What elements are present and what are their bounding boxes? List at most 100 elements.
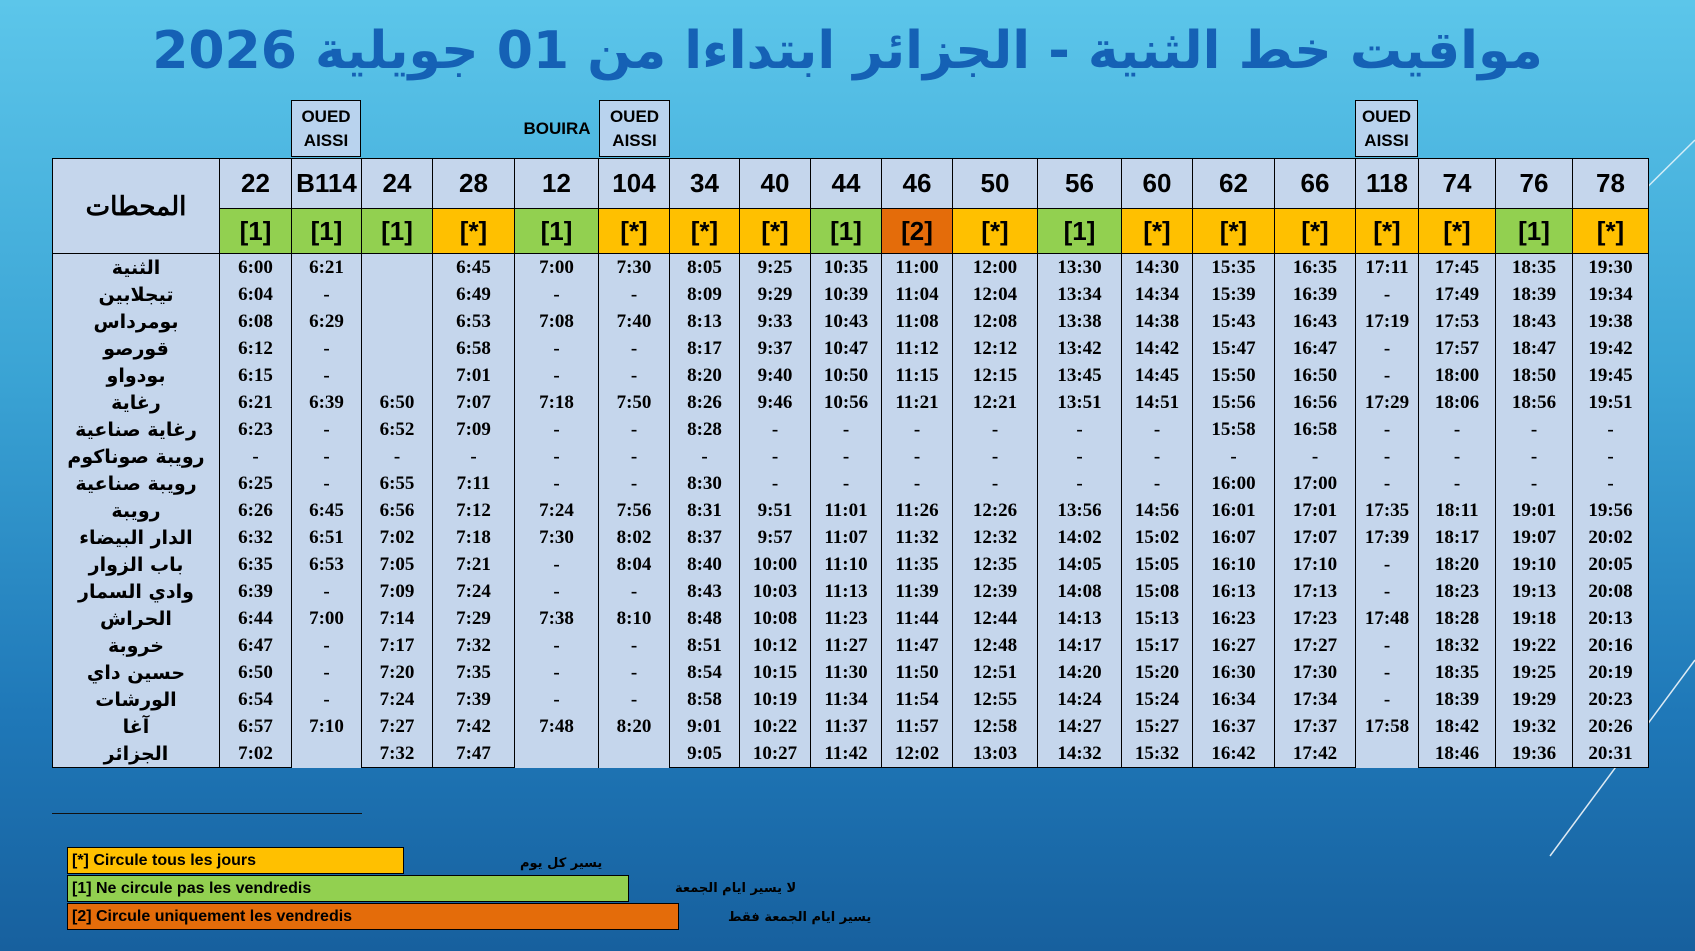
time-cell: - <box>598 281 670 308</box>
time-cell: 10:56 <box>810 389 882 416</box>
time-cell: - <box>1355 686 1419 713</box>
time-cell: 11:00 <box>881 253 953 281</box>
time-cell: 9:33 <box>739 308 811 335</box>
time-cell: 8:30 <box>669 470 740 497</box>
time-cell: 16:13 <box>1192 578 1275 605</box>
empty-cell <box>598 740 670 768</box>
service-code-badge: [*] <box>1418 208 1496 254</box>
time-cell: 15:13 <box>1121 605 1193 632</box>
station-row: قورصو 6:12-6:58- -8:17 9:37 10:47 11:12 12:12 1… <box>52 335 1649 362</box>
time-cell: 7:30 <box>598 253 670 281</box>
time-cell: 11:44 <box>881 605 953 632</box>
train-number: 46 <box>881 158 953 209</box>
train-number: 56 <box>1037 158 1122 209</box>
time-cell: 16:37 <box>1192 713 1275 740</box>
time-cell: 11:01 <box>810 497 882 524</box>
time-cell: 17:58 <box>1355 713 1419 740</box>
service-code-badge: [*] <box>1121 208 1193 254</box>
time-cell: 19:13 <box>1495 578 1573 605</box>
time-cell: - <box>432 443 515 470</box>
time-cell: 15:02 <box>1121 524 1193 551</box>
time-cell: 14:17 <box>1037 632 1122 659</box>
empty-cell <box>514 740 599 768</box>
legend-friday-only: [2] Circule uniquement les vendredis <box>67 903 679 930</box>
time-cell: 7:24 <box>514 497 599 524</box>
time-cell: - <box>739 416 811 443</box>
time-cell: 19:36 <box>1495 740 1573 768</box>
time-cell: - <box>1495 470 1573 497</box>
time-cell: 18:39 <box>1418 686 1496 713</box>
time-cell: 14:24 <box>1037 686 1122 713</box>
time-cell: - <box>952 443 1038 470</box>
time-cell: 17:37 <box>1274 713 1356 740</box>
time-cell: 7:11 <box>432 470 515 497</box>
time-cell: 15:58 <box>1192 416 1275 443</box>
time-cell: 11:07 <box>810 524 882 551</box>
station-row: بومرداس 6:08 6:29 6:53 7:08 7:40 8:13 9:33 10:43… <box>52 308 1649 335</box>
time-cell: - <box>1121 470 1193 497</box>
time-cell: - <box>1121 443 1193 470</box>
time-cell: - <box>514 362 599 389</box>
time-cell: 20:13 <box>1572 605 1649 632</box>
time-cell: 17:34 <box>1274 686 1356 713</box>
station-name: آغا <box>52 713 220 740</box>
station-name: وادي السمار <box>52 578 220 605</box>
time-cell: 19:25 <box>1495 659 1573 686</box>
time-cell: 6:51 <box>291 524 362 551</box>
time-cell: 9:51 <box>739 497 811 524</box>
service-code-badge: [1] <box>810 208 882 254</box>
time-cell: 14:05 <box>1037 551 1122 578</box>
time-cell: 8:10 <box>598 605 670 632</box>
legend-text: [*] Circule tous les jours <box>72 852 257 869</box>
time-cell: 6:26 <box>219 497 292 524</box>
time-cell: 7:35 <box>432 659 515 686</box>
empty-cell <box>1355 740 1419 768</box>
time-cell: 18:06 <box>1418 389 1496 416</box>
time-cell: 20:23 <box>1572 686 1649 713</box>
service-code-badge: [*] <box>432 208 515 254</box>
station-name: رغاية <box>52 389 220 416</box>
station-row: رويبة 6:26 6:45 6:56 7:12 7:24 7:56 8:31 9:51 11:… <box>52 497 1649 524</box>
time-cell: 6:50 <box>219 659 292 686</box>
time-cell: 17:45 <box>1418 253 1496 281</box>
time-cell: 14:56 <box>1121 497 1193 524</box>
time-cell: 13:56 <box>1037 497 1122 524</box>
station-name: رغاية صناعية <box>52 416 220 443</box>
time-cell: 8:20 <box>598 713 670 740</box>
station-row: باب الزوار 6:35 6:53 7:05 7:21-8:04 8:40 10:00… <box>52 551 1649 578</box>
time-cell: 6:55 <box>361 470 433 497</box>
page-title: مواقيت خط الثنية - الجزائر ابتداءا من 01… <box>152 21 1543 81</box>
time-cell: 7:17 <box>361 632 433 659</box>
time-cell: 17:42 <box>1274 740 1356 768</box>
train-number: 78 <box>1572 158 1649 209</box>
time-cell: 7:38 <box>514 605 599 632</box>
time-cell: 6:47 <box>219 632 292 659</box>
time-cell: 13:45 <box>1037 362 1122 389</box>
train-number: B114 <box>291 158 362 209</box>
time-cell: 7:12 <box>432 497 515 524</box>
time-cell: 6:56 <box>361 497 433 524</box>
legend-friday-only-arabic: يسير ايام الجمعة فقط <box>728 910 872 925</box>
time-cell: 11:34 <box>810 686 882 713</box>
time-cell: 17:29 <box>1355 389 1419 416</box>
time-cell: - <box>1355 551 1419 578</box>
time-cell: 10:03 <box>739 578 811 605</box>
time-cell: 18:32 <box>1418 632 1496 659</box>
time-cell: 6:23 <box>219 416 292 443</box>
train-number: 76 <box>1495 158 1573 209</box>
time-cell: 8:43 <box>669 578 740 605</box>
legend-daily-arabic: يسير كل يوم <box>520 856 603 871</box>
station-name: رويبة صناعية <box>52 470 220 497</box>
time-cell: 14:32 <box>1037 740 1122 768</box>
time-cell: 10:47 <box>810 335 882 362</box>
time-cell: 16:30 <box>1192 659 1275 686</box>
service-code-badge: [1] <box>219 208 292 254</box>
time-cell: 10:12 <box>739 632 811 659</box>
time-cell: 7:24 <box>361 686 433 713</box>
time-cell: 16:34 <box>1192 686 1275 713</box>
time-cell: 17:11 <box>1355 253 1419 281</box>
time-cell: 7:00 <box>514 253 599 281</box>
time-cell: - <box>1418 470 1496 497</box>
time-cell: 11:10 <box>810 551 882 578</box>
time-cell: - <box>881 443 953 470</box>
